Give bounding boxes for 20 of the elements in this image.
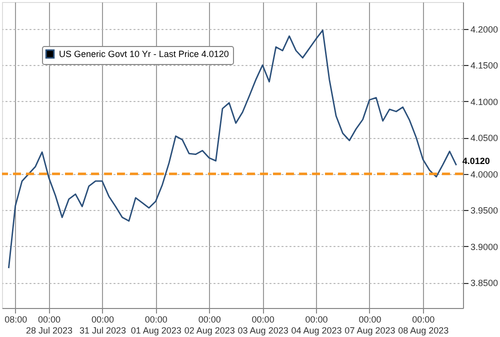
x-tick-label: 00:00 01 Aug 2023 — [130, 314, 182, 336]
y-tick-label: 4.1000 — [470, 96, 498, 107]
x-tick-label: 00:00 04 Aug 2023 — [291, 314, 342, 336]
x-tick-label: 00:00 03 Aug 2023 — [238, 314, 288, 336]
y-tick-label: 4.0500 — [470, 133, 498, 144]
x-tick-label: 00:00 31 Jul 2023 — [79, 314, 126, 336]
data-label: 4.0120 — [462, 156, 490, 166]
x-tick-label: 00:00 07 Aug 2023 — [344, 314, 396, 336]
y-tick-label: 4.0000 — [470, 169, 498, 180]
y-tick-label: 4.2000 — [470, 24, 498, 34]
x-tick-label: 08:00 — [4, 314, 28, 324]
y-tick-label: 3.9000 — [470, 242, 498, 252]
y-tick-label: 4.1500 — [470, 60, 498, 71]
x-tick-label: 00:00 28 Jul 2023 — [26, 314, 73, 336]
legend-label: US Generic Govt 10 Yr - Last Price 4.0120 — [59, 49, 229, 59]
x-tick-label: 00:00 02 Aug 2023 — [184, 314, 235, 336]
y-tick-label: 3.8500 — [470, 278, 498, 288]
y-tick-label: 3.9500 — [470, 206, 498, 216]
line-series — [8, 30, 458, 269]
x-tick-label: 00:00 08 Aug 2023 — [398, 314, 449, 336]
